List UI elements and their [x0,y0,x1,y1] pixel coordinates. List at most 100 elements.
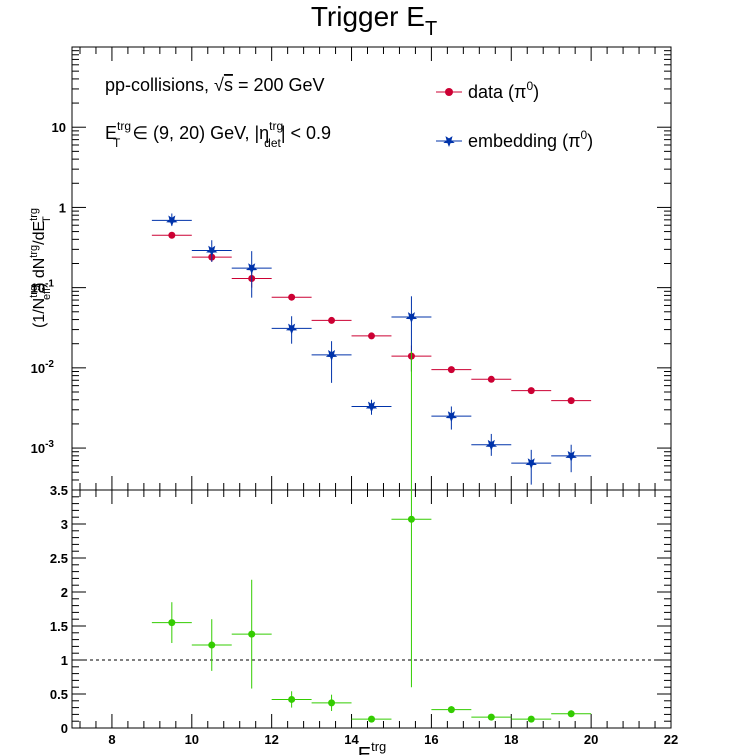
ratio-point [527,715,535,723]
annot-e-sup: trg [117,119,131,133]
ylabel-sub3: T [41,216,53,223]
ylabel-sup3: trg [28,208,40,221]
lower-ytick-label: 2 [61,585,68,600]
embedding-point [485,439,498,451]
upper-ytick-label: 10-2 [31,359,55,376]
upper-ylabel: (1/Ntrgeff) dNtrg/dEtrgT [28,208,53,328]
lower-xtick-label: 20 [584,732,598,747]
ratio-point [487,713,495,721]
ytick-base: 10 [31,281,45,296]
legend-embedding-text: embedding (π [468,131,580,151]
annotation-collisions-pre: pp-collisions, [105,75,214,95]
upper-ytick-label: 10 [52,120,66,135]
lower-xtick-label: 16 [424,732,438,747]
title-main: Trigger E [311,1,425,32]
upper-series-layer [151,213,592,485]
lower-ytick-label: 3 [61,517,68,532]
annotation-sqrt-sign: √ [214,75,224,95]
data-point [487,375,495,383]
embedding-point [325,350,338,361]
lower-xlabel: Etrg [358,739,387,755]
lower-xtick-label: 22 [664,732,678,747]
ratio-point [567,710,575,718]
annot-eta-sup: trg [269,119,283,133]
annot-eta-sub: det [264,136,281,150]
lower-ytick-label: 1.5 [50,619,68,634]
embedding-point [405,312,418,324]
lower-series-layer [151,351,592,723]
title-sub: T [425,18,437,40]
legend-embedding-marker [443,136,455,147]
legend: data (π0) embedding (π0) [436,79,593,151]
ytick-exponent: -1 [45,279,54,290]
data-point [168,231,176,239]
upper-ytick-label: 10-3 [31,439,55,456]
ylabel-part1: (1/N [31,298,48,328]
annot-e-sub: T [113,136,121,150]
legend-data-close: ) [533,82,539,102]
lower-panel-frame [71,489,672,729]
legend-data-marker [445,88,453,96]
embedding-point [245,263,258,275]
data-point [567,397,575,405]
ratio-point [168,619,176,627]
ylabel-sup2: trg [28,245,40,258]
xlabel-sup: trg [371,739,386,754]
lower-ytick-label: 2.5 [50,551,68,566]
lower-xtick-label: 10 [185,732,199,747]
chart-title: Trigger ET [311,1,437,40]
ytick-base: 10 [31,361,45,376]
data-point [527,387,535,395]
data-point [328,316,336,324]
ratio-point [447,706,455,714]
ratio-point [407,515,415,523]
legend-data-text: data (π [468,82,526,102]
legend-embedding-label: embedding (π0) [468,128,593,151]
annot-eta-cut: | < 0.9 [281,123,331,143]
upper-ytick-label: 10-1 [31,279,55,296]
annotation-cuts: Etrg T ∈ (9, 20) GeV, |ηtrg det| < 0.9 [105,119,331,150]
data-point [288,293,296,301]
ytick-base: 10 [31,441,45,456]
lower-xtick-label: 18 [504,732,518,747]
ylabel-sup1: trg [28,285,40,298]
ylabel-sub1: eff [41,287,53,300]
annotation-energy: = 200 GeV [233,75,325,95]
ytick-exponent: -2 [45,359,54,370]
legend-embedding-close: ) [587,131,593,151]
lower-ytick-label: 0 [61,721,68,736]
lower-xtick-label: 8 [108,732,115,747]
embedding-point [525,458,537,470]
xlabel-main: E [358,744,371,755]
upper-ytick-label: 1 [59,200,66,215]
ratio-point [288,695,296,703]
embedding-point [285,323,298,335]
embedding-point [445,411,458,423]
ylabel-part3: /dE [31,221,48,245]
data-point [368,332,375,340]
annot-e: E [105,123,117,143]
lower-ytick-label: 3.5 [50,483,68,498]
legend-data-label: data (π0) [468,79,539,102]
ratio-point [328,699,336,707]
ylabel-part2: ) dN [31,258,48,288]
legend-data-sup: 0 [526,79,533,93]
lower-ytick-label: 0.5 [50,687,68,702]
data-point [447,366,455,374]
annotation-sqrt-s: s [224,75,233,95]
ytick-exponent: -3 [45,439,54,450]
embedding-point [565,450,577,462]
legend-embedding-sup: 0 [580,128,587,142]
lower-ytick-label: 1 [61,653,68,668]
upper-panel-frame [71,46,672,491]
ratio-point [368,715,375,723]
lower-axes: 8 10 12 14 16 18 20 22 0 0.5 1 1.5 2 2.5 3 3.5 [50,483,678,747]
ratio-point [248,630,256,638]
annot-range: ∈ (9, 20) GeV, |η [127,123,269,143]
annotation-collisions: pp-collisions, √s = 200 GeV [105,75,325,95]
embedding-point [365,401,378,413]
embedding-point [206,245,218,257]
lower-xtick-label: 14 [344,732,359,747]
